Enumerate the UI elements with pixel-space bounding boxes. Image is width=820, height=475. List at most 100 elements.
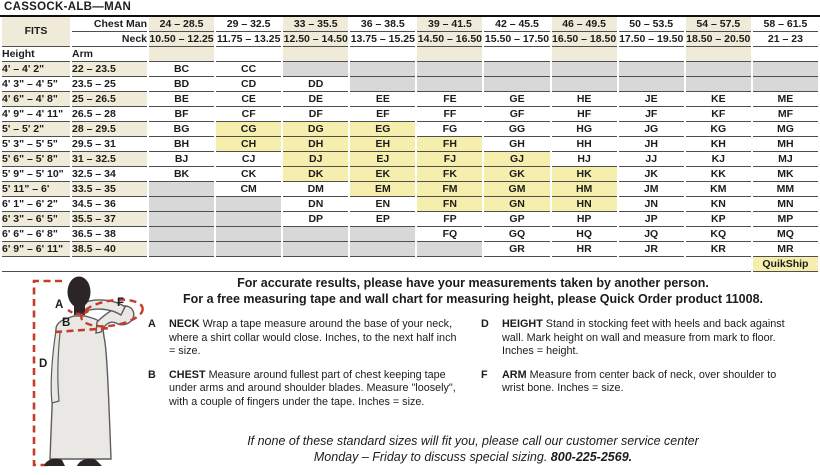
size-code-cell: GF <box>484 107 550 122</box>
size-code-cell: JQ <box>618 227 684 242</box>
arm-range: 25 – 26.5 <box>72 92 147 107</box>
neck-range: 18.50 – 20.50 <box>685 32 751 47</box>
instruction-arm-term: ARM <box>502 368 527 381</box>
instruction-height-term: HEIGHT <box>502 318 543 330</box>
size-code-cell: KJ <box>685 152 751 167</box>
height-range: 6' 6" – 6' 8" <box>2 227 70 242</box>
size-code-cell: KM <box>685 182 751 197</box>
height-range: 4' 3" – 4' 5" <box>2 77 70 92</box>
instruction-columns: A NECK Wrap a tape measure around the bas… <box>148 318 798 419</box>
height-range: 6' 9" – 6' 11" <box>2 242 70 257</box>
size-code-cell: JM <box>618 182 684 197</box>
size-code-cell: DM <box>283 182 349 197</box>
height-range: 5' – 5' 2" <box>2 122 70 137</box>
size-cell-unavailable <box>417 77 483 92</box>
size-code-cell: BK <box>149 167 215 182</box>
arm-range: 38.5 – 40 <box>72 242 147 257</box>
neck-range: 21 – 23 <box>752 32 818 47</box>
chest-range: 46 – 49.5 <box>551 17 617 32</box>
size-code-cell: EE <box>350 92 416 107</box>
size-code-cell: EP <box>350 212 416 227</box>
size-code-cell: MP <box>752 212 818 227</box>
neck-range: 14.50 – 16.50 <box>417 32 483 47</box>
size-code-cell: GJ <box>484 152 550 167</box>
figure-head <box>67 276 91 308</box>
size-code-cell: KK <box>685 167 751 182</box>
size-code-cell: HE <box>551 92 617 107</box>
arm-range: 29.5 – 31 <box>72 137 147 152</box>
figure-shoe-left <box>44 458 65 466</box>
size-code-cell: CF <box>216 107 282 122</box>
size-code-cell: JH <box>618 137 684 152</box>
header-spacer-cell <box>283 47 349 62</box>
size-row: 5' 6" – 5' 8" 31 – 32.5 BJ CJ DJ EJ FJ GJ HJ JJ KJ… <box>2 152 818 167</box>
accuracy-note-line2: For a free measuring tape and wall chart… <box>182 292 764 306</box>
neck-row-label: Neck <box>72 32 147 47</box>
arm-range: 23.5 – 25 <box>72 77 147 92</box>
chest-range: 29 – 32.5 <box>216 17 282 32</box>
size-row: 5' – 5' 2" 28 – 29.5 BG CG DG EG FG GG HG JG KG MG <box>2 122 818 137</box>
arm-range: 22 – 23.5 <box>72 62 147 77</box>
size-cell-unavailable <box>752 62 818 77</box>
size-cell-unavailable <box>216 212 282 227</box>
size-code-cell: MM <box>752 182 818 197</box>
size-row: 6' 3" – 6' 5" 35.5 – 37 DP EP FP GP HP JP KP MP <box>2 212 818 227</box>
figure-shoe-right <box>77 458 102 466</box>
height-range: 5' 9" – 5' 10" <box>2 167 70 182</box>
size-code-cell: GR <box>484 242 550 257</box>
instruction-chest: B CHEST Measure around fullest part of ch… <box>148 369 465 410</box>
size-code-cell: JN <box>618 197 684 212</box>
height-range: 5' 6" – 5' 8" <box>2 152 70 167</box>
instruction-neck: A NECK Wrap a tape measure around the bas… <box>148 318 465 359</box>
size-code-cell: DG <box>283 122 349 137</box>
chest-range: 50 – 53.5 <box>618 17 684 32</box>
page-title: CASSOCK-ALB—MAN <box>0 0 820 17</box>
size-row: 4' 3" – 4' 5" 23.5 – 25 BD CD DD <box>2 77 818 92</box>
size-code-cell: FM <box>417 182 483 197</box>
size-code-cell: MN <box>752 197 818 212</box>
size-code-cell: KE <box>685 92 751 107</box>
height-range: 6' 3" – 6' 5" <box>2 212 70 227</box>
size-code-cell: EG <box>350 122 416 137</box>
size-cell-unavailable <box>484 77 550 92</box>
size-cell-unavailable <box>685 62 751 77</box>
height-range: 4' – 4' 2" <box>2 62 70 77</box>
size-cell-unavailable <box>149 182 215 197</box>
chest-range: 54 – 57.5 <box>685 17 751 32</box>
neck-range: 13.75 – 15.25 <box>350 32 416 47</box>
figure-left-arm <box>50 330 61 404</box>
size-code-cell: CM <box>216 182 282 197</box>
figure-robe <box>49 315 112 460</box>
size-row: 5' 3" – 5' 5" 29.5 – 31 BH CH DH EH FH GH HH JH KH… <box>2 137 818 152</box>
header-spacer-cell <box>417 47 483 62</box>
size-cell-unavailable <box>417 242 483 257</box>
size-code-cell: DH <box>283 137 349 152</box>
size-code-cell: FK <box>417 167 483 182</box>
arm-column-label: Arm <box>72 47 147 62</box>
size-cell-unavailable <box>350 77 416 92</box>
size-code-cell: MK <box>752 167 818 182</box>
instruction-height-letter: D <box>481 318 489 330</box>
arm-range: 33.5 – 35 <box>72 182 147 197</box>
size-cell-unavailable <box>618 77 684 92</box>
figure-neck <box>74 303 85 315</box>
size-code-cell: FJ <box>417 152 483 167</box>
size-code-cell: HF <box>551 107 617 122</box>
accuracy-note: For accurate results, please have your m… <box>148 275 798 307</box>
size-code-cell: FH <box>417 137 483 152</box>
figure-label-b: B <box>62 317 70 329</box>
size-code-cell: MG <box>752 122 818 137</box>
instructions-content: For accurate results, please have your m… <box>148 275 798 465</box>
size-code-cell: KR <box>685 242 751 257</box>
accuracy-note-line1: For accurate results, please have your m… <box>237 276 709 290</box>
size-code-cell: GN <box>484 197 550 212</box>
measurement-figure: A F B D <box>32 276 144 467</box>
size-code-cell: KP <box>685 212 751 227</box>
special-sizing-note: If none of these standard sizes will fit… <box>148 433 798 465</box>
size-cell-unavailable <box>685 77 751 92</box>
size-cell-unavailable <box>551 62 617 77</box>
chest-range: 33 – 35.5 <box>283 17 349 32</box>
size-code-cell: GP <box>484 212 550 227</box>
instruction-column-left: A NECK Wrap a tape measure around the bas… <box>148 318 465 419</box>
size-code-cell: KH <box>685 137 751 152</box>
